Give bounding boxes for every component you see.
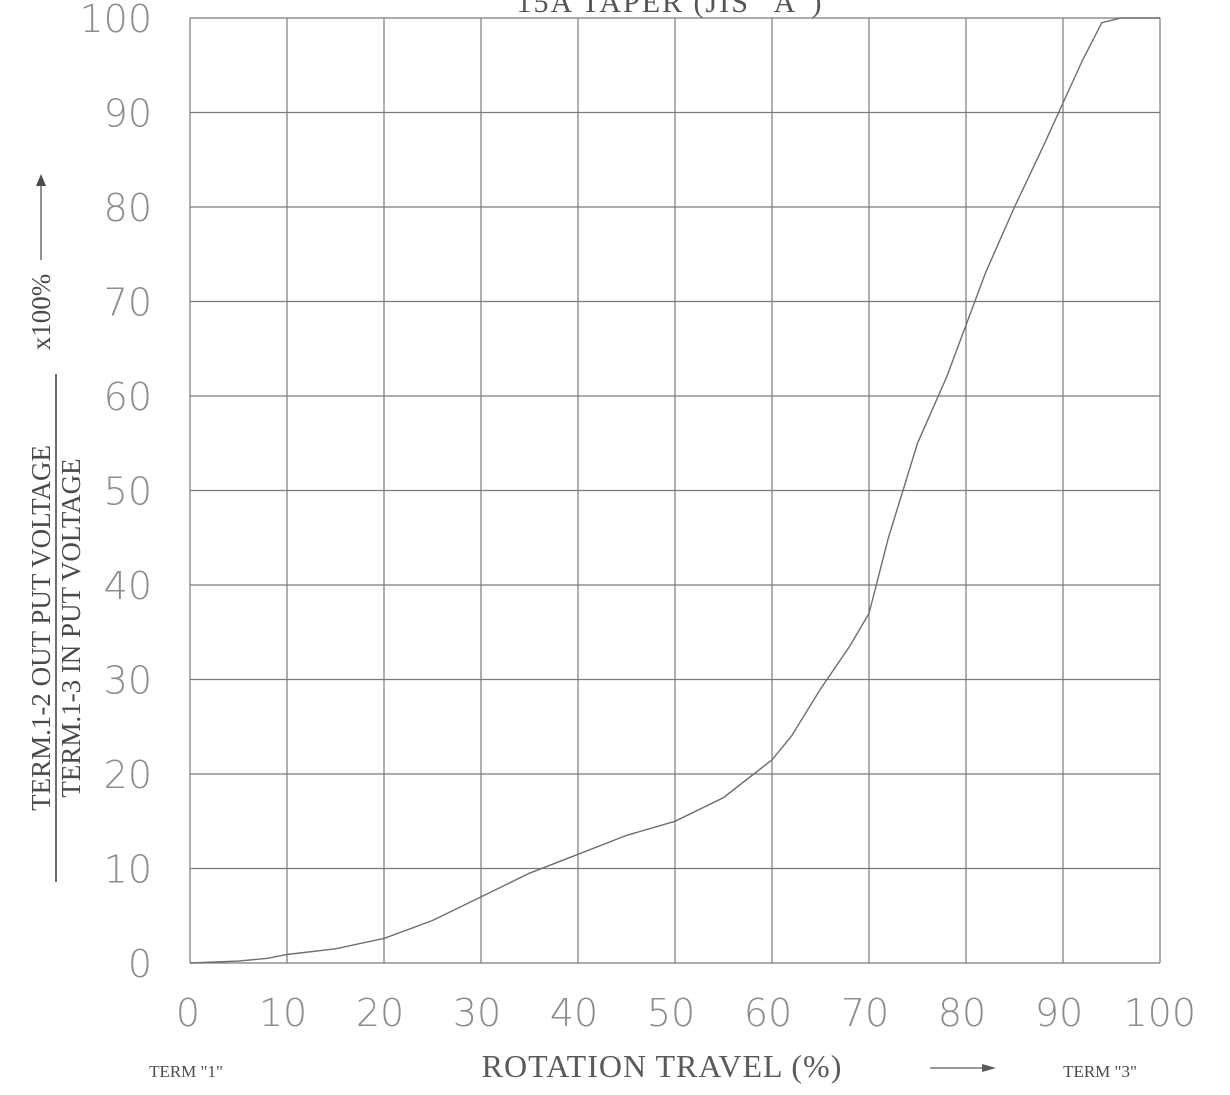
chart-title: 15A TAPER (JIS "A") (516, 0, 823, 19)
y-tick-labels: 0 10 20 30 40 50 60 70 80 90 100 (79, 0, 152, 986)
x-tick-label: 60 (744, 991, 792, 1035)
y-tick-label: 40 (104, 564, 152, 608)
x-tick-labels: 0 10 20 30 40 50 60 70 80 90 100 (176, 991, 1196, 1035)
y-axis-arrow-icon (36, 174, 46, 186)
y-tick-label: 100 (79, 0, 152, 41)
x-tick-label: 30 (453, 991, 501, 1035)
y-axis-label-denominator: TERM.1-3 IN PUT VOLTAGE (56, 458, 86, 797)
y-tick-label: 10 (104, 848, 152, 892)
x-axis-label: ROTATION TRAVEL (%) (482, 1048, 843, 1084)
x-tick-label: 70 (841, 991, 889, 1035)
y-tick-label: 30 (104, 659, 152, 703)
y-tick-label: 90 (104, 92, 152, 136)
x-tick-label: 100 (1123, 991, 1196, 1035)
x-tick-label: 20 (356, 991, 404, 1035)
y-tick-label: 80 (104, 186, 152, 230)
y-tick-label: 20 (104, 753, 152, 797)
x-axis-arrow-icon (982, 1064, 996, 1072)
x-start-term-label: TERM "1" (149, 1062, 223, 1081)
y-tick-label: 50 (104, 470, 152, 514)
x-tick-label: 40 (550, 991, 598, 1035)
y-axis-label-suffix: x100% (26, 274, 56, 351)
y-tick-label: 70 (104, 281, 152, 325)
x-tick-label: 90 (1035, 991, 1083, 1035)
plot-grid (189, 17, 1161, 964)
x-tick-label: 0 (176, 991, 200, 1035)
x-tick-label: 80 (938, 991, 986, 1035)
y-axis-label-numerator: TERM.1-2 OUT PUT VOLTAGE (26, 445, 56, 811)
y-tick-label: 60 (104, 375, 152, 419)
x-tick-label: 50 (647, 991, 695, 1035)
taper-curve (189, 17, 1160, 964)
x-end-term-label: TERM "3" (1063, 1062, 1137, 1081)
x-tick-label: 10 (259, 991, 307, 1035)
y-axis-label: TERM.1-2 OUT PUT VOLTAGE TERM.1-3 IN PUT… (26, 174, 86, 882)
y-tick-label: 0 (128, 942, 152, 986)
